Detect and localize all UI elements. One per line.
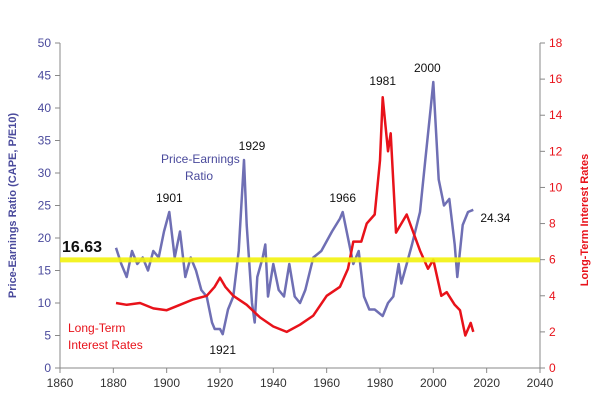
series-label-line: Ratio	[185, 169, 213, 183]
x-tick-label: 1940	[260, 376, 287, 390]
left-y-tick-label: 25	[38, 199, 52, 213]
series-label-line: Price-Earnings	[161, 152, 240, 166]
right-y-tick-label: 4	[549, 289, 556, 303]
series-label-line: Long-Term	[68, 321, 125, 335]
annotation-label: 2000	[414, 61, 441, 75]
left-y-tick-label: 15	[38, 264, 52, 278]
right-y-tick-label: 18	[549, 36, 563, 50]
series-label-line: Interest Rates	[68, 338, 143, 352]
left-y-tick-label: 40	[38, 101, 52, 115]
x-tick-label: 2000	[420, 376, 447, 390]
labels: 16.63 Price-Earnings Ratio Long-Term Interes…	[62, 61, 511, 357]
right-y-tick-label: 16	[549, 72, 563, 86]
x-tick-label: 2020	[473, 376, 500, 390]
right-y-tick-label: 6	[549, 253, 556, 267]
right-y-tick-label: 8	[549, 217, 556, 231]
x-tick-label: 2040	[527, 376, 554, 390]
right-y-tick-label: 14	[549, 108, 563, 122]
left-y-tick-label: 20	[38, 231, 52, 245]
left-y-tick-label: 30	[38, 166, 52, 180]
left-y-tick-label: 10	[38, 296, 52, 310]
right-axis-title: Long-Term Interest Rates	[579, 154, 591, 286]
right-y-tick-label: 0	[549, 361, 556, 375]
x-tick-label: 1980	[367, 376, 394, 390]
annotation-label: 1921	[209, 343, 236, 357]
x-tick-label: 1920	[207, 376, 234, 390]
pe-ratio-line	[114, 80, 474, 336]
x-tick-label: 1860	[47, 376, 74, 390]
axes: 1860 1880 1900 1920 1940 1960 1980 2000 2020 2040…	[7, 36, 591, 390]
mean-reference-label: 16.63	[62, 239, 102, 256]
left-y-tick-label: 35	[38, 134, 52, 148]
series	[114, 80, 475, 337]
x-tick-label: 1900	[153, 376, 180, 390]
right-y-tick-label: 12	[549, 144, 563, 158]
annotation-label: 1981	[369, 74, 396, 88]
annotation-label: 1966	[329, 191, 356, 205]
pe-series-label: Price-Earnings Ratio	[161, 152, 240, 183]
left-y-tick-label: 0	[44, 361, 51, 375]
annotation-label: 1901	[156, 191, 183, 205]
left-y-tick-label: 50	[38, 36, 52, 50]
annotation-label: 24.34	[480, 211, 510, 225]
right-y-tick-label: 2	[549, 325, 556, 339]
left-axis-title: Price-Earnings Ratio (CAPE, P/E10)	[7, 113, 19, 299]
left-y-tick-label: 5	[44, 329, 51, 343]
x-tick-label: 1880	[100, 376, 127, 390]
x-tick-label: 1960	[313, 376, 340, 390]
annotation-label: 1929	[239, 139, 266, 153]
interest-rate-line	[115, 95, 475, 337]
left-y-tick-label: 45	[38, 69, 52, 83]
right-y-tick-label: 10	[549, 180, 563, 194]
rates-series-label: Long-Term Interest Rates	[68, 321, 143, 352]
